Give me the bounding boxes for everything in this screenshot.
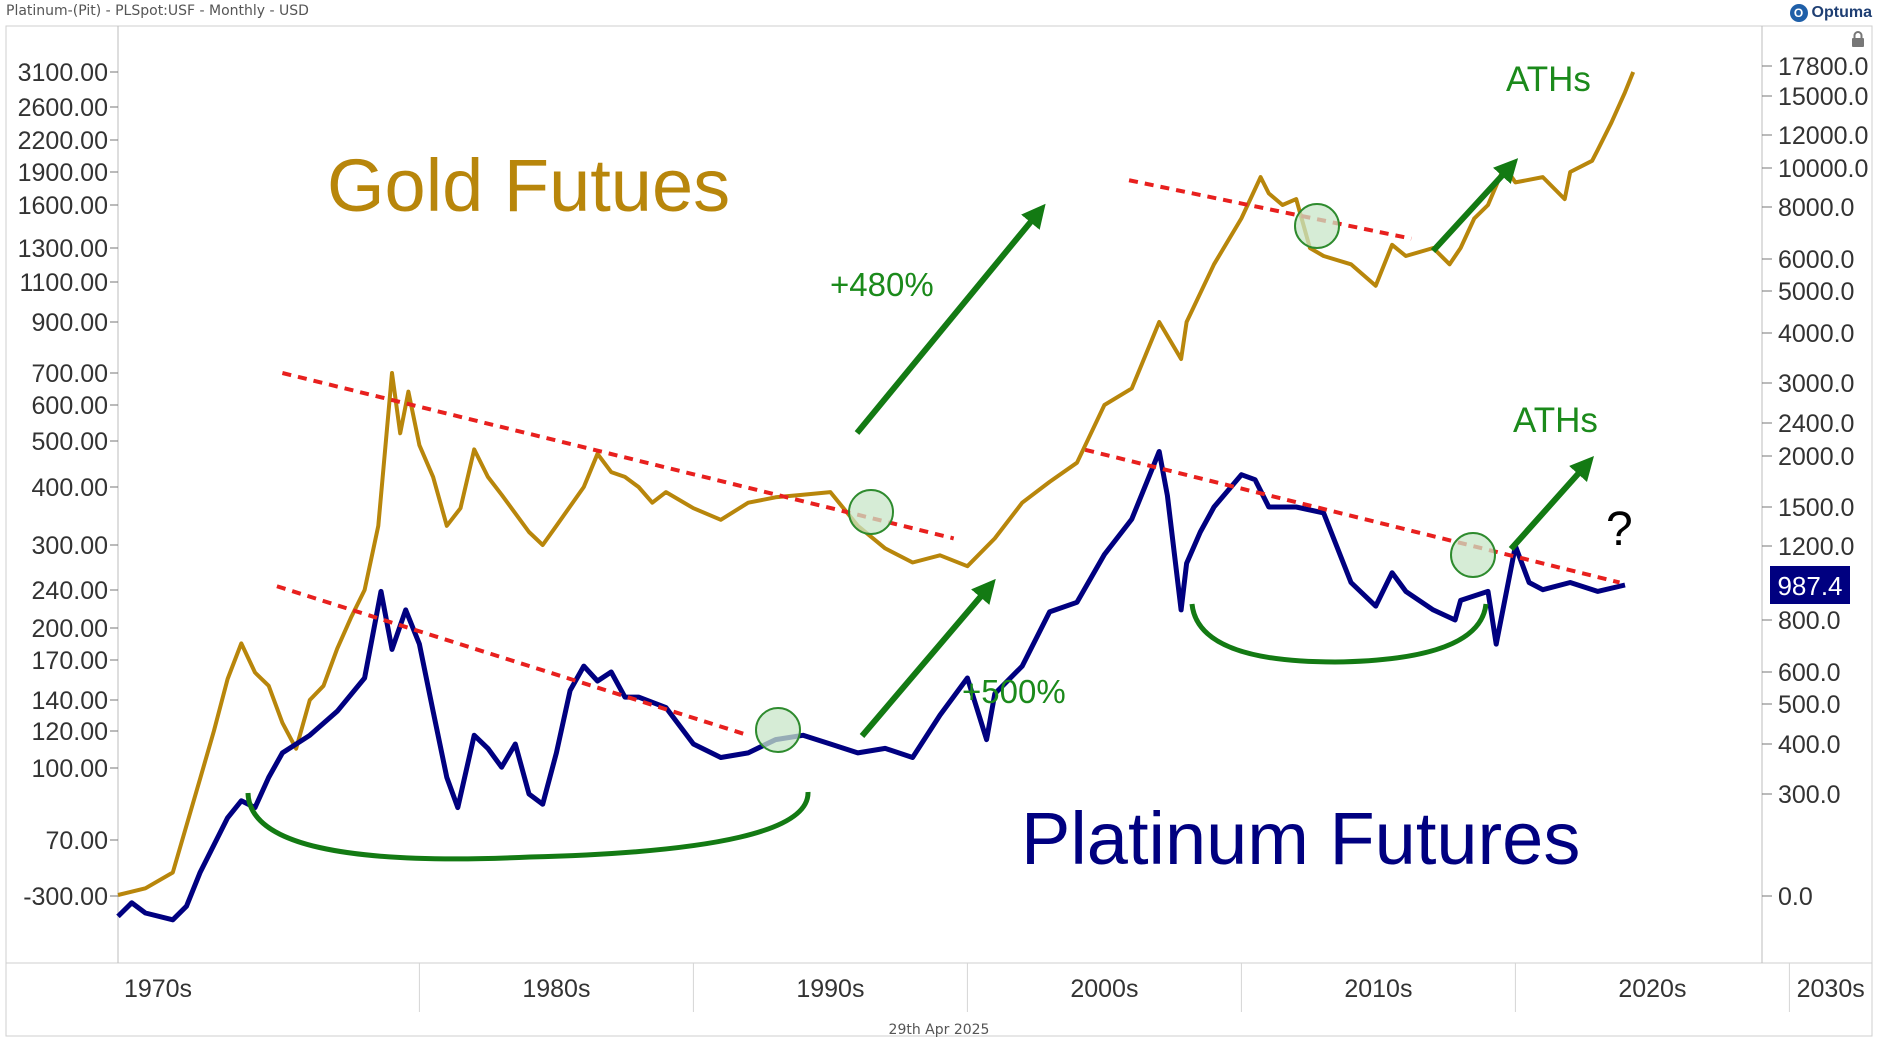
left-axis-tick-label: 500.00: [32, 428, 108, 456]
ath-gold-label: ATHs: [1506, 60, 1591, 99]
footer-date: 29th Apr 2025: [888, 1022, 990, 1038]
left-axis-tick-label: 2200.00: [18, 127, 108, 155]
left-axis-tick-label: 120.00: [32, 718, 108, 746]
left-axis-tick-label: 1100.00: [19, 269, 108, 297]
chart-title: Platinum-(Pit) - PLSpot:USF - Monthly - …: [6, 3, 309, 19]
platinum-move-label: +500%: [962, 673, 1066, 710]
question-mark-label: ?: [1606, 503, 1633, 556]
left-axis-tick-label: 3100.00: [18, 59, 108, 87]
right-axis-tick-label: 15000.0: [1778, 83, 1868, 111]
x-axis-label: 2010s: [1344, 975, 1412, 1003]
ath-platinum-label: ATHs: [1513, 401, 1598, 440]
base-arc: [245, 791, 811, 862]
arrow-icon: [1430, 158, 1519, 254]
left-axis-tick-label: -300.00: [23, 883, 108, 911]
left-axis-tick-label: 300.00: [32, 532, 108, 560]
left-axis-tick-label: 70.00: [45, 827, 108, 855]
right-axis-tick-label: 500.0: [1778, 691, 1841, 719]
right-axis-tick-label: 5000.0: [1778, 278, 1854, 306]
right-axis-tick-label: 600.0: [1778, 659, 1841, 687]
right-axis-tick-label: 2400.0: [1778, 410, 1854, 438]
trendline: [1128, 178, 1412, 241]
gold-futures-label: Gold Futues: [327, 144, 730, 227]
left-axis-tick-label: 1600.00: [18, 192, 108, 220]
left-axis-tick-label: 200.00: [32, 615, 108, 643]
breakout-circle: [755, 707, 801, 753]
right-axis-tick-label: 17800.0: [1778, 53, 1868, 81]
right-axis-tick-label: 4000.0: [1778, 320, 1854, 348]
gold-move-label: +480%: [830, 266, 934, 303]
arrow-icon: [854, 203, 1046, 435]
left-axis-tick-label: 100.00: [32, 755, 108, 783]
right-axis-tick-label: 1500.0: [1778, 494, 1854, 522]
arrow-icon: [859, 578, 996, 738]
trendline: [281, 371, 955, 541]
trendline: [276, 584, 749, 738]
breakout-circle: [848, 489, 894, 535]
chart-frame: [5, 25, 1873, 1037]
left-axis-tick-label: 140.00: [32, 687, 108, 715]
right-axis-tick-label: 400.0: [1778, 731, 1841, 759]
lock-icon[interactable]: [1850, 30, 1866, 48]
optuma-logo-icon: O: [1789, 4, 1808, 22]
left-axis-tick-label: 400.00: [32, 474, 108, 502]
left-axis-tick-label: 1900.00: [18, 159, 108, 187]
left-axis-tick-label: 700.00: [32, 360, 108, 388]
x-axis-label: 2020s: [1618, 975, 1686, 1003]
right-axis-tick-label: 800.0: [1778, 607, 1841, 635]
right-axis-tick-label: 10000.0: [1778, 155, 1868, 183]
breakout-circle: [1450, 532, 1496, 578]
platinum-futures-label: Platinum Futures: [1021, 797, 1580, 880]
right-axis-tick-label: 12000.0: [1778, 122, 1868, 150]
x-axis-label: 1990s: [796, 975, 864, 1003]
optuma-logo: O Optuma: [1789, 4, 1872, 22]
x-axis-label: 2000s: [1070, 975, 1138, 1003]
right-axis-tick-label: 1200.0: [1778, 533, 1854, 561]
left-axis-tick-label: 900.00: [32, 309, 108, 337]
breakout-circle: [1294, 203, 1340, 249]
trendline: [1084, 447, 1621, 585]
optuma-logo-text: Optuma: [1811, 4, 1872, 21]
right-axis-tick-label: 8000.0: [1778, 194, 1854, 222]
last-value-label: 987.4: [1777, 571, 1842, 601]
x-axis-label: 2030s: [1797, 975, 1865, 1003]
right-axis-tick-label: 6000.0: [1778, 246, 1854, 274]
x-axis-label: 1980s: [522, 975, 590, 1003]
right-axis-tick-label: 3000.0: [1778, 370, 1854, 398]
arrow-icon: [1508, 456, 1594, 551]
left-axis-tick-label: 2600.00: [18, 94, 108, 122]
x-axis-label: 1970s: [124, 975, 192, 1003]
left-axis-tick-label: 240.00: [32, 577, 108, 605]
right-axis-tick-label: 2000.0: [1778, 443, 1854, 471]
base-arc: [1189, 603, 1489, 665]
right-axis-tick-label: 0.0: [1778, 883, 1813, 911]
right-axis-tick-label: 300.0: [1778, 781, 1841, 809]
left-axis-tick-label: 170.00: [32, 647, 108, 675]
left-axis-tick-label: 1300.00: [18, 235, 108, 263]
last-value-badge: [1770, 566, 1850, 604]
left-axis-tick-label: 600.00: [32, 392, 108, 420]
